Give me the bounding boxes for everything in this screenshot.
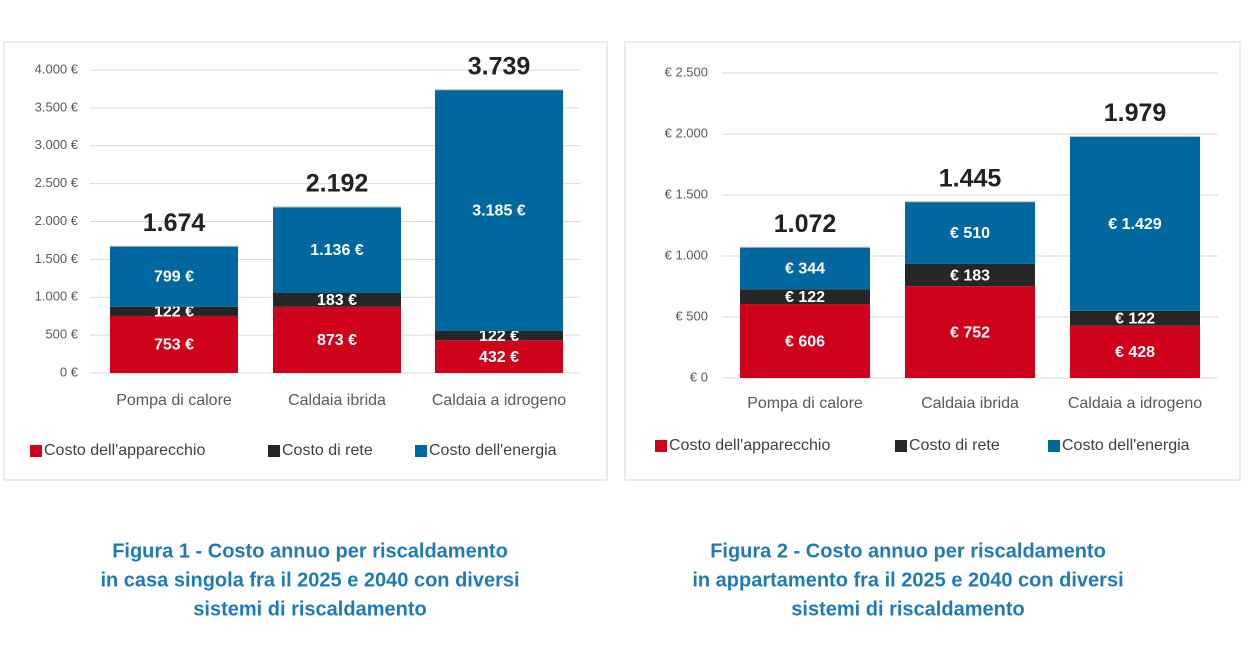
data-label: € 344	[785, 260, 825, 277]
bar-segment	[435, 89, 563, 332]
data-label: € 183	[950, 267, 990, 284]
data-label: € 428	[1115, 344, 1155, 361]
y-tick-label: 2.000 €	[35, 213, 79, 228]
caption: Figura 2 - Costo annuo per riscaldamento	[710, 540, 1106, 562]
legend-swatch	[1048, 440, 1060, 452]
data-label: € 1.429	[1108, 216, 1161, 233]
caption: sistemi di riscaldamento	[193, 598, 426, 620]
legend-label: Costo di rete	[909, 437, 1000, 454]
bar-segment	[273, 206, 401, 294]
legend-label: Costo di rete	[282, 442, 373, 459]
data-label: 799 €	[154, 269, 194, 286]
x-tick-label: Caldaia a idrogeno	[1068, 395, 1202, 412]
total-label: 1.445	[939, 164, 1002, 192]
bar-segment	[110, 246, 238, 307]
caption: in appartamento fra il 2025 e 2040 con d…	[692, 569, 1123, 591]
total-label: 1.674	[143, 209, 206, 237]
y-tick-label: € 500	[675, 308, 708, 323]
data-label: 1.136 €	[310, 242, 363, 259]
data-label: € 752	[950, 324, 990, 341]
caption: sistemi di riscaldamento	[791, 598, 1024, 620]
data-label: € 122	[785, 289, 825, 306]
x-tick-label: Caldaia ibrida	[921, 395, 1019, 412]
total-label: 3.739	[468, 52, 531, 80]
data-label: € 606	[785, 333, 825, 350]
x-tick-label: Pompa di calore	[116, 392, 232, 409]
legend-label: Costo dell'apparecchio	[44, 442, 205, 459]
bar-segment	[435, 340, 563, 373]
legend-swatch	[268, 445, 280, 457]
x-tick-label: Pompa di calore	[747, 395, 863, 412]
bar-segment	[740, 247, 870, 290]
bar-segment	[110, 315, 238, 373]
data-label: € 122	[1115, 311, 1155, 328]
legend-swatch	[30, 445, 42, 457]
x-tick-label: Caldaia a idrogeno	[432, 392, 566, 409]
legend-swatch	[415, 445, 427, 457]
y-tick-label: 2.500 €	[35, 175, 79, 190]
y-tick-label: 0 €	[60, 364, 79, 379]
x-tick-label: Caldaia ibrida	[288, 392, 386, 409]
y-tick-label: € 0	[690, 369, 708, 384]
bar-segment	[110, 306, 238, 316]
bar-segment	[740, 304, 870, 378]
legend-swatch	[655, 440, 667, 452]
data-label: 432 €	[479, 349, 519, 366]
bar-segment	[740, 289, 870, 305]
y-tick-label: 1.000 €	[35, 289, 79, 304]
y-tick-label: 3.500 €	[35, 99, 79, 114]
legend-label: Costo dell'apparecchio	[669, 437, 830, 454]
data-label: 122 €	[154, 304, 194, 321]
y-tick-label: € 1.500	[665, 186, 708, 201]
bar-segment	[905, 286, 1035, 378]
y-tick-label: 3.000 €	[35, 137, 79, 152]
bar-segment	[435, 331, 563, 341]
data-label: € 510	[950, 225, 990, 242]
y-tick-label: 4.000 €	[35, 61, 79, 76]
y-tick-label: 500 €	[45, 327, 78, 342]
caption: in casa singola fra il 2025 e 2040 con d…	[100, 569, 519, 591]
bar-segment	[273, 306, 401, 373]
y-tick-label: € 2.500	[665, 64, 708, 79]
data-label: 753 €	[154, 337, 194, 354]
bar-segment	[905, 263, 1035, 287]
legend-label: Costo dell'energia	[1062, 437, 1190, 454]
y-tick-label: € 2.000	[665, 125, 708, 140]
legend-label: Costo dell'energia	[429, 442, 557, 459]
data-label: 873 €	[317, 332, 357, 349]
bar-segment	[905, 201, 1035, 264]
bar-segment	[1070, 325, 1200, 378]
total-label: 2.192	[306, 170, 369, 198]
y-tick-label: € 1.000	[665, 247, 708, 262]
data-label: 183 €	[317, 292, 357, 309]
bar-segment	[273, 293, 401, 307]
total-label: 1.072	[774, 210, 837, 238]
legend-swatch	[895, 440, 907, 452]
caption: Figura 1 - Costo annuo per riscaldamento	[112, 540, 508, 562]
bar-segment	[1070, 136, 1200, 311]
y-tick-label: 1.500 €	[35, 251, 79, 266]
bar-segment	[1070, 310, 1200, 326]
data-label: 122 €	[479, 328, 519, 345]
data-label: 3.185 €	[472, 203, 525, 220]
total-label: 1.979	[1104, 99, 1167, 127]
